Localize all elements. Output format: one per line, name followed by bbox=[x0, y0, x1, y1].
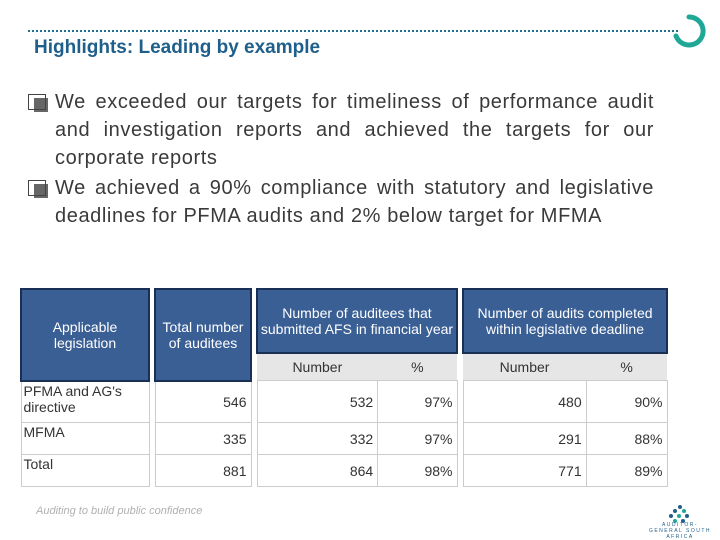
bullet-text: We exceeded our targets for timeliness o… bbox=[55, 91, 654, 169]
subheader-afs-percent: % bbox=[377, 353, 457, 381]
row-label: PFMA and AG's directive bbox=[20, 380, 150, 423]
logo-text: AUDITOR-GENERAL SOUTH AFRICA bbox=[648, 522, 712, 540]
cell-afs-number: 332 bbox=[256, 422, 379, 455]
cell-audits-number: 291 bbox=[462, 422, 587, 455]
cell-audits-number: 480 bbox=[462, 380, 587, 423]
table-row: Total 881 864 98% 771 89% bbox=[20, 454, 668, 487]
title-dotted-rule bbox=[28, 30, 678, 32]
header-legislation: Applicable legislation bbox=[20, 288, 150, 382]
ring-logo-icon bbox=[673, 14, 706, 48]
row-label: MFMA bbox=[20, 422, 150, 455]
auditor-general-logo-icon bbox=[669, 505, 689, 523]
row-label: Total bbox=[20, 454, 150, 487]
cell-audits-percent: 88% bbox=[585, 422, 668, 455]
table-row: PFMA and AG's directive 546 532 97% 480 … bbox=[20, 380, 668, 423]
subheader-afs-number: Number bbox=[257, 353, 378, 381]
cell-total: 335 bbox=[154, 422, 252, 455]
checkbox-bullet-icon bbox=[28, 94, 48, 112]
subheader-audits-number: Number bbox=[463, 353, 587, 381]
bullet-list: We exceeded our targets for timeliness o… bbox=[28, 88, 654, 232]
cell-audits-percent: 90% bbox=[585, 380, 668, 423]
bullet-item: We achieved a 90% compliance with statut… bbox=[28, 174, 654, 230]
cell-afs-number: 864 bbox=[256, 454, 379, 487]
cell-audits-percent: 89% bbox=[585, 454, 668, 487]
bullet-text: We achieved a 90% compliance with statut… bbox=[55, 177, 654, 227]
footer-tagline: Auditing to build public confidence bbox=[36, 505, 203, 517]
compliance-table: Applicable legislation Total number of a… bbox=[20, 288, 668, 487]
cell-total: 881 bbox=[154, 454, 252, 487]
subheader-audits-percent: % bbox=[586, 353, 667, 381]
table-row: MFMA 335 332 97% 291 88% bbox=[20, 422, 668, 455]
header-afs: Number of auditees that submitted AFS in… bbox=[256, 288, 458, 354]
cell-audits-number: 771 bbox=[462, 454, 587, 487]
cell-afs-number: 532 bbox=[256, 380, 379, 423]
cell-total: 546 bbox=[154, 380, 252, 423]
cell-afs-percent: 98% bbox=[377, 454, 458, 487]
cell-afs-percent: 97% bbox=[377, 380, 458, 423]
cell-afs-percent: 97% bbox=[377, 422, 458, 455]
bullet-item: We exceeded our targets for timeliness o… bbox=[28, 88, 654, 172]
header-audits: Number of audits completed within legisl… bbox=[462, 288, 668, 354]
checkbox-bullet-icon bbox=[28, 180, 48, 198]
header-total: Total number of auditees bbox=[154, 288, 252, 382]
slide-title: Highlights: Leading by example bbox=[34, 37, 321, 58]
